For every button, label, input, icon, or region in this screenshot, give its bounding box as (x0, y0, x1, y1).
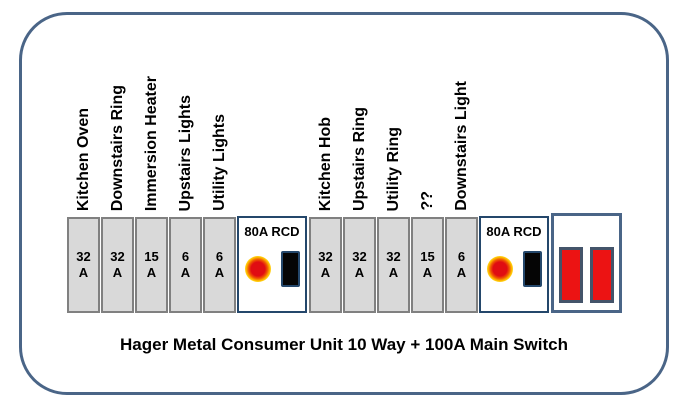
breaker-unit: A (388, 265, 399, 280)
circuit-label: Kitchen Oven (74, 43, 92, 211)
circuit-column-unknown: ?? 15 A (411, 43, 444, 313)
breaker-row: Kitchen Oven 32 A Downstairs Ring 32 A (67, 43, 666, 313)
circuit-label: Downstairs Ring (108, 43, 126, 211)
rcd-label: 80A RCD (244, 224, 300, 239)
breaker-box: 32 A (343, 217, 376, 313)
breaker-rating: 32 A (386, 249, 400, 282)
breaker-rating: 6 A (215, 249, 224, 282)
breaker-amps: 32 (110, 248, 125, 264)
breaker-amps: 32 (76, 248, 91, 264)
breaker-box: 32 A (101, 217, 134, 313)
breaker-box: 32 A (67, 217, 100, 313)
circuit-column-immersion-heater: Immersion Heater 15 A (135, 43, 168, 313)
breaker-unit: A (180, 265, 191, 280)
breaker-rating: 32 A (110, 249, 124, 282)
breaker-unit: A (146, 265, 157, 280)
circuit-column-utility-lights: Utility Lights 6 A (203, 43, 236, 313)
circuit-label: Kitchen Hob (316, 43, 334, 211)
main-switch-toggle-icon (559, 247, 583, 303)
rcd-test-button-icon (244, 256, 271, 282)
circuit-label-text: Kitchen Hob (316, 116, 334, 211)
circuit-column-upstairs-lights: Upstairs Lights 6 A (169, 43, 202, 313)
breaker-amps: 6 (457, 248, 466, 264)
circuit-label-text: Kitchen Oven (74, 107, 92, 211)
circuit-label-text: Utility Ring (384, 126, 402, 211)
consumer-unit-frame: Kitchen Oven 32 A Downstairs Ring 32 A (19, 12, 669, 395)
main-switch-toggle-icon (590, 247, 614, 303)
breaker-box: 32 A (377, 217, 410, 313)
circuit-label: Upstairs Ring (350, 43, 368, 211)
circuit-column-downstairs-ring: Downstairs Ring 32 A (101, 43, 134, 313)
circuit-label: Utility Ring (384, 43, 402, 211)
rcd-switch-icon (280, 251, 300, 287)
breaker-rating: 15 A (420, 249, 434, 282)
circuit-label: Immersion Heater (142, 43, 160, 211)
circuit-label-text: Immersion Heater (142, 75, 160, 211)
breaker-rating: 32 A (76, 249, 90, 282)
rcd-controls (244, 251, 300, 287)
rcd-label: 80A RCD (486, 224, 542, 239)
breaker-box: 6 A (169, 217, 202, 313)
circuit-column-utility-ring: Utility Ring 32 A (377, 43, 410, 313)
circuit-column-upstairs-ring: Upstairs Ring 32 A (343, 43, 376, 313)
breaker-unit: A (214, 265, 225, 280)
breaker-amps: 32 (352, 248, 367, 264)
circuit-column-kitchen-hob: Kitchen Hob 32 A (309, 43, 342, 313)
circuit-label: Downstairs Light (452, 43, 470, 211)
circuit-column-downstairs-light: Downstairs Light 6 A (445, 43, 478, 313)
caption: Hager Metal Consumer Unit 10 Way + 100A … (120, 335, 568, 354)
breaker-unit: A (422, 265, 433, 280)
breaker-unit: A (456, 265, 467, 280)
rcd-box-left: 80A RCD (237, 216, 307, 313)
breaker-box: 32 A (309, 217, 342, 313)
breaker-amps: 6 (215, 248, 224, 264)
circuit-label: Utility Lights (210, 43, 228, 211)
circuit-label-text: Upstairs Lights (176, 94, 194, 211)
breaker-rating: 6 A (181, 249, 190, 282)
breaker-box: 15 A (135, 217, 168, 313)
breaker-box: 6 A (445, 217, 478, 313)
breaker-amps: 32 (386, 248, 401, 264)
breaker-amps: 15 (144, 248, 159, 264)
breaker-amps: 6 (181, 248, 190, 264)
breaker-amps: 15 (420, 248, 435, 264)
rcd-controls (486, 251, 542, 287)
breaker-rating: 32 A (318, 249, 332, 282)
circuit-label: ?? (418, 43, 436, 211)
circuit-label-text: Upstairs Ring (350, 106, 368, 211)
breaker-rating: 32 A (352, 249, 366, 282)
circuit-label-text: Utility Lights (210, 114, 228, 211)
circuit-label-text: Downstairs Light (452, 81, 470, 211)
breaker-amps: 32 (318, 248, 333, 264)
breaker-rating: 15 A (144, 249, 158, 282)
breaker-box: 6 A (203, 217, 236, 313)
circuit-label-text: ?? (418, 191, 436, 211)
rcd-switch-icon (522, 251, 542, 287)
circuit-label-text: Downstairs Ring (108, 84, 126, 211)
circuit-label: Upstairs Lights (176, 43, 194, 211)
breaker-unit: A (78, 265, 89, 280)
breaker-unit: A (354, 265, 365, 280)
rcd-test-button-icon (486, 256, 513, 282)
rcd-box-right: 80A RCD (479, 216, 549, 313)
consumer-unit-panel: Kitchen Oven 32 A Downstairs Ring 32 A (22, 15, 666, 313)
circuit-column-kitchen-oven: Kitchen Oven 32 A (67, 43, 100, 313)
breaker-unit: A (320, 265, 331, 280)
breaker-unit: A (112, 265, 123, 280)
breaker-rating: 6 A (457, 249, 466, 282)
breaker-box: 15 A (411, 217, 444, 313)
main-switch-box (551, 213, 622, 313)
